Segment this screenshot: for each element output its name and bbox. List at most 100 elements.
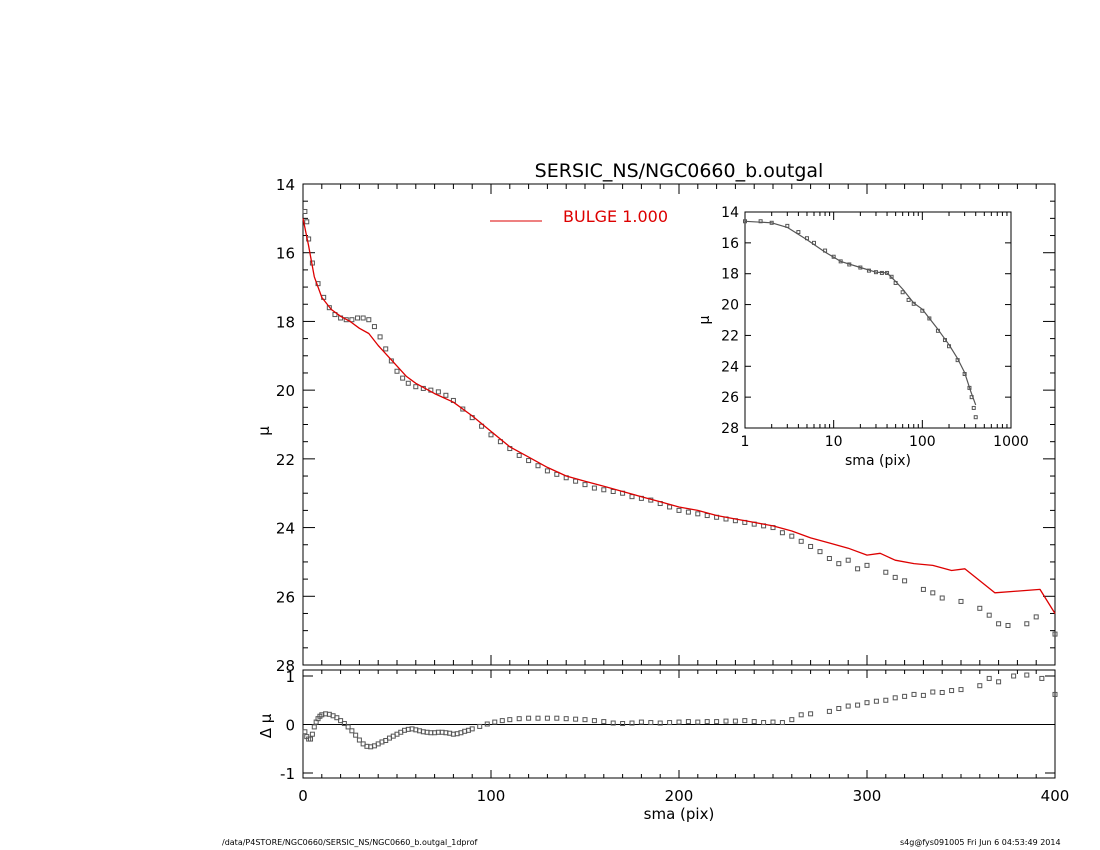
- residual-data-point-66: [620, 721, 626, 727]
- residual-data-point-0: [302, 729, 308, 735]
- residual-data-point-108: [1052, 691, 1058, 697]
- main-data-point-17: [388, 358, 394, 364]
- residual-data-point-4: [309, 731, 315, 737]
- residual-data-point-53: [499, 718, 505, 724]
- residual-data-point-16: [345, 724, 351, 730]
- main-data-point-19: [400, 375, 406, 381]
- residual-data-point-85: [798, 712, 804, 718]
- residual-data-point-100: [949, 688, 955, 694]
- residual-data-point-72: [676, 719, 682, 725]
- main-data-point-75: [930, 590, 936, 596]
- residual-data-point-14: [338, 718, 344, 724]
- inset-x-axis-label: sma (pix): [845, 453, 911, 469]
- main-data-point-12: [360, 315, 366, 321]
- main-data-point-15: [377, 334, 383, 340]
- residual-data-point-54: [507, 717, 513, 723]
- residual-data-point-75: [704, 719, 710, 725]
- main-data-point-71: [883, 569, 889, 575]
- residual-data-point-83: [779, 720, 785, 726]
- main-y-axis-label: μ: [255, 426, 273, 436]
- inset-plot-frame: [744, 211, 1012, 429]
- residual-data-point-92: [873, 698, 879, 704]
- residual-data-point-60: [563, 716, 569, 722]
- residual-y-tick-label: 0: [285, 717, 295, 735]
- residual-data-point-13: [334, 715, 340, 721]
- residual-data-point-95: [902, 693, 908, 699]
- main-data-point-52: [695, 511, 701, 517]
- bulge-model-line: [302, 218, 1056, 614]
- main-data-point-43: [610, 488, 616, 494]
- legend-label: BULGE 1.000: [563, 207, 668, 226]
- inset-y-tick-label: 20: [721, 298, 739, 314]
- main-data-point-63: [798, 538, 804, 544]
- inset-x-tick-label: 10: [825, 434, 843, 450]
- x-tick-label: 200: [665, 787, 694, 805]
- inset-y-tick-label: 16: [721, 236, 739, 252]
- residual-data-point-18: [353, 732, 359, 738]
- residual-data-point-17: [349, 728, 355, 734]
- inset-x-tick-label: 1: [741, 434, 750, 450]
- residual-data-point-69: [648, 720, 654, 726]
- residual-data-point-67: [629, 720, 635, 726]
- main-data-point-53: [704, 513, 710, 519]
- main-data-point-62: [789, 533, 795, 539]
- residual-y-tick-label: -1: [280, 765, 295, 783]
- residual-data-point-102: [977, 683, 983, 689]
- inset-y-axis-label: μ: [697, 315, 713, 324]
- residual-data-point-71: [667, 720, 673, 726]
- residual-y-axis-label: Δ μ: [257, 713, 275, 738]
- residual-data-point-105: [1011, 673, 1017, 679]
- main-data-point-11: [355, 315, 361, 321]
- residual-data-point-62: [582, 717, 588, 723]
- residual-data-point-5: [311, 724, 317, 730]
- residual-data-point-76: [714, 719, 720, 725]
- main-data-point-27: [460, 406, 466, 412]
- main-data-point-45: [629, 494, 635, 500]
- residual-data-point-87: [826, 708, 832, 714]
- residual-data-point-84: [789, 717, 795, 723]
- residual-data-point-96: [911, 691, 917, 697]
- main-data-point-84: [1052, 631, 1058, 637]
- main-y-tick-label: 16: [276, 245, 295, 263]
- main-y-tick-label: 20: [276, 382, 295, 400]
- main-data-point-83: [1033, 614, 1039, 620]
- x-tick-label: 0: [298, 787, 308, 805]
- inset-y-tick-label: 24: [721, 359, 739, 375]
- main-data-point-77: [958, 598, 964, 604]
- inset-y-tick-label: 14: [721, 205, 739, 221]
- main-data-point-16: [383, 346, 389, 352]
- residual-data-point-70: [657, 720, 663, 726]
- residual-data-point-78: [732, 718, 738, 724]
- main-y-tick-label: 28: [276, 657, 295, 675]
- residual-data-point-77: [723, 718, 729, 724]
- main-data-point-24: [435, 389, 441, 395]
- residual-data-point-3: [308, 736, 314, 742]
- main-data-point-20: [405, 380, 411, 386]
- residual-data-point-104: [996, 679, 1002, 685]
- main-data-point-13: [366, 317, 372, 323]
- inset-profile-line: [744, 220, 977, 406]
- main-data-point-25: [443, 392, 449, 398]
- main-data-point-39: [573, 478, 579, 484]
- x-axis-label: sma (pix): [644, 805, 715, 823]
- main-data-point-76: [939, 595, 945, 601]
- main-y-tick-label: 22: [276, 451, 295, 469]
- main-data-point-66: [826, 555, 832, 561]
- residual-data-point-19: [356, 737, 362, 743]
- main-y-tick-label: 26: [276, 588, 295, 606]
- residual-data-point-68: [638, 719, 644, 725]
- main-data-point-68: [845, 557, 851, 563]
- residual-data-point-81: [761, 720, 767, 726]
- inset-data-point-19: [906, 297, 911, 302]
- residual-data-point-88: [836, 705, 842, 711]
- main-data-point-21: [413, 384, 419, 390]
- residual-data-point-15: [341, 721, 347, 727]
- main-data-point-18: [394, 368, 400, 374]
- main-y-tick-label: 24: [276, 520, 295, 538]
- residual-data-point-49: [469, 726, 475, 732]
- residual-data-point-91: [864, 700, 870, 706]
- main-data-point-34: [526, 458, 532, 464]
- inset-data-point-31: [973, 415, 978, 420]
